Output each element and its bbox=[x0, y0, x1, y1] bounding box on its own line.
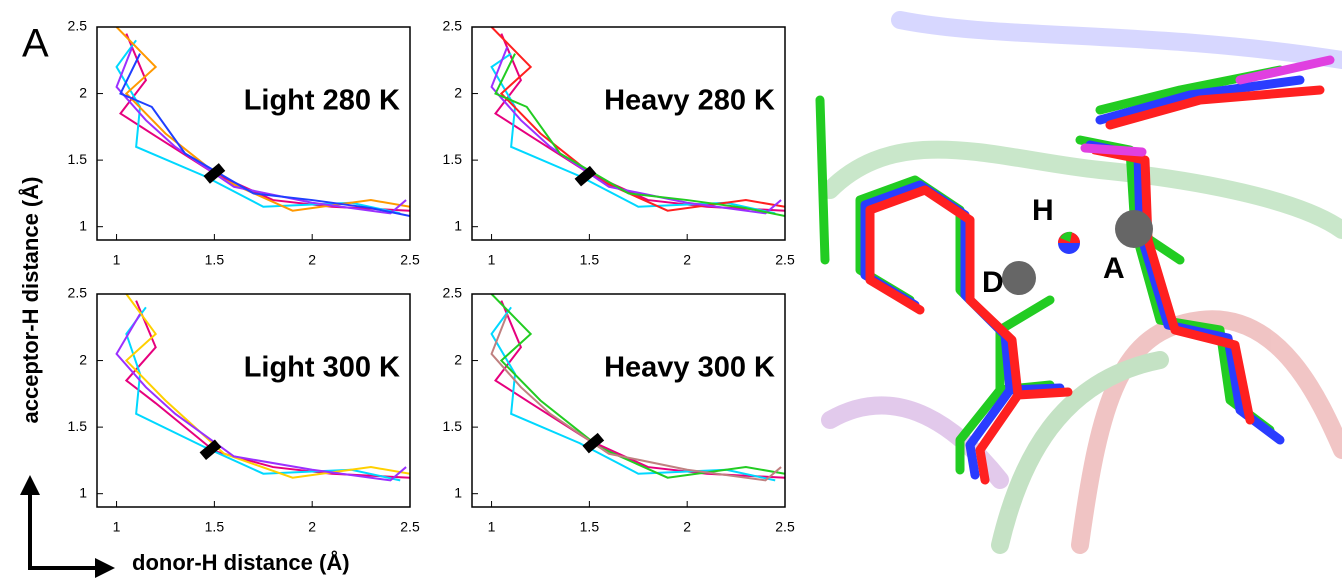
y-tick-label: 1.5 bbox=[443, 151, 463, 167]
x-tick-label: 1 bbox=[488, 519, 496, 535]
trajectory-line bbox=[119, 33, 410, 212]
trajectory-line bbox=[490, 27, 785, 212]
transition-state-marker bbox=[199, 439, 222, 461]
atom-label: D bbox=[982, 266, 1004, 299]
atom-label: H bbox=[1032, 194, 1054, 227]
x-tick-label: 1.5 bbox=[580, 252, 600, 268]
y-tick-label: 2 bbox=[454, 84, 462, 100]
panel-title: Heavy 280 K bbox=[604, 85, 775, 117]
panel-title: Light 300 K bbox=[244, 352, 400, 384]
y-tick-label: 2.5 bbox=[68, 18, 88, 34]
y-axis-label: acceptor-H distance (Å) bbox=[17, 177, 43, 424]
trajectory-line bbox=[490, 313, 782, 482]
y-tick-label: 2 bbox=[454, 351, 462, 367]
x-tick-label: 1 bbox=[488, 252, 496, 268]
x-tick-label: 2.5 bbox=[775, 252, 795, 268]
transition-state-marker bbox=[203, 163, 226, 184]
trajectory-line bbox=[494, 53, 785, 218]
chart-panel: 1 1.5 2 2.5 1 1.5 2 2.5 Light 280 K bbox=[68, 18, 420, 268]
trajectory-line bbox=[490, 294, 785, 479]
x-tick-label: 1.5 bbox=[205, 252, 225, 268]
y-tick-label: 1 bbox=[454, 217, 462, 233]
molecular-structure: D H A bbox=[815, 0, 1342, 554]
y-tick-label: 2 bbox=[79, 84, 87, 100]
chart-panel: 1 1.5 2 2.5 1 1.5 2 2.5 Heavy 280 K bbox=[443, 18, 795, 268]
trajectory-line bbox=[115, 313, 407, 482]
chart-panel: 1 1.5 2 2.5 1 1.5 2 2.5 Heavy 300 K bbox=[443, 285, 795, 535]
panel-title: Light 280 K bbox=[244, 85, 400, 117]
x-tick-label: 2.5 bbox=[775, 519, 795, 535]
y-tick-label: 1.5 bbox=[68, 418, 88, 434]
axis-arrows bbox=[20, 475, 115, 578]
y-tick-label: 1.5 bbox=[443, 418, 463, 434]
x-tick-label: 2 bbox=[683, 252, 691, 268]
chart-panel: 1 1.5 2 2.5 1 1.5 2 2.5 Light 300 K bbox=[68, 285, 420, 535]
plot-frame bbox=[96, 26, 411, 241]
panel-title: Heavy 300 K bbox=[604, 352, 775, 384]
x-tick-label: 1.5 bbox=[205, 519, 225, 535]
x-tick-label: 2.5 bbox=[400, 252, 420, 268]
x-tick-label: 2 bbox=[683, 519, 691, 535]
y-tick-label: 1 bbox=[79, 217, 87, 233]
y-tick-label: 1 bbox=[79, 484, 87, 500]
x-tick-label: 2 bbox=[308, 252, 316, 268]
y-tick-label: 2 bbox=[79, 351, 87, 367]
trajectory-line bbox=[125, 306, 401, 482]
y-tick-label: 1 bbox=[454, 484, 462, 500]
trajectory-line bbox=[124, 300, 410, 479]
trajectory-line bbox=[490, 46, 782, 215]
x-tick-label: 1 bbox=[113, 252, 121, 268]
x-tick-label: 2 bbox=[308, 519, 316, 535]
plot-frame bbox=[471, 26, 786, 241]
trajectory-line bbox=[119, 53, 410, 218]
trajectory-line bbox=[494, 33, 785, 212]
y-tick-label: 2.5 bbox=[68, 285, 88, 301]
trajectory-line bbox=[115, 46, 407, 215]
x-tick-label: 1 bbox=[113, 519, 121, 535]
x-tick-label: 2.5 bbox=[400, 519, 420, 535]
y-tick-label: 1.5 bbox=[68, 151, 88, 167]
x-axis-label: donor-H distance (Å) bbox=[132, 549, 350, 575]
y-tick-label: 2.5 bbox=[443, 285, 463, 301]
trajectory-line bbox=[124, 294, 410, 479]
trajectory-line bbox=[490, 306, 776, 482]
transition-state-marker bbox=[574, 165, 597, 187]
transition-state-marker bbox=[582, 432, 605, 454]
atom-label: A bbox=[1103, 252, 1125, 285]
panel-label: A bbox=[22, 22, 49, 66]
plot-frame bbox=[471, 293, 786, 508]
x-tick-label: 1.5 bbox=[580, 519, 600, 535]
trajectory-line bbox=[115, 27, 410, 212]
trajectory-line bbox=[494, 300, 785, 479]
plot-frame bbox=[96, 293, 411, 508]
y-tick-label: 2.5 bbox=[443, 18, 463, 34]
